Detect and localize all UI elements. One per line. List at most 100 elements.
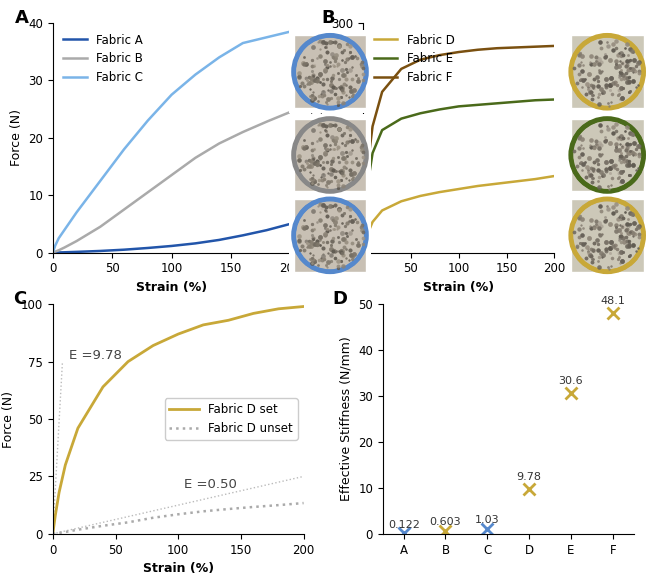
Bar bbox=[288, 30, 372, 36]
Fabric D unset bbox=[300, 499, 308, 506]
X-axis label: Strain (%): Strain (%) bbox=[423, 281, 494, 294]
Fabric E bbox=[455, 103, 463, 110]
Line: Fabric D set: Fabric D set bbox=[53, 307, 304, 534]
Fabric B bbox=[263, 118, 271, 125]
Fabric D set bbox=[174, 331, 182, 338]
Bar bbox=[288, 272, 372, 277]
Fabric A bbox=[96, 247, 104, 254]
Fabric E bbox=[531, 97, 539, 104]
Circle shape bbox=[294, 199, 366, 272]
Line: Fabric E: Fabric E bbox=[363, 99, 554, 253]
Fabric C bbox=[51, 242, 59, 249]
Fabric E bbox=[416, 110, 424, 117]
Fabric D bbox=[531, 176, 539, 183]
Fabric D unset bbox=[61, 529, 69, 536]
Fabric C bbox=[55, 235, 63, 242]
Fabric D unset bbox=[74, 526, 82, 533]
Fabric D unset bbox=[99, 522, 107, 529]
Fabric B bbox=[49, 249, 57, 256]
Circle shape bbox=[571, 119, 644, 191]
Y-axis label: Force (N): Force (N) bbox=[10, 109, 22, 166]
Legend: Fabric D, Fabric E, Fabric F: Fabric D, Fabric E, Fabric F bbox=[369, 29, 459, 89]
Y-axis label: Force (N): Force (N) bbox=[2, 390, 15, 448]
Fabric F bbox=[364, 161, 372, 168]
Fabric E bbox=[397, 115, 405, 122]
Fabric E bbox=[436, 106, 444, 113]
Fabric F bbox=[455, 49, 463, 56]
Fabric D bbox=[361, 240, 369, 247]
Fabric A bbox=[191, 240, 199, 247]
Fabric D set bbox=[61, 461, 69, 468]
Fabric F bbox=[512, 44, 520, 51]
Fabric D set bbox=[55, 489, 63, 496]
Fabric D unset bbox=[124, 519, 132, 526]
Bar bbox=[566, 108, 649, 113]
Text: 1.03: 1.03 bbox=[475, 515, 500, 525]
Fabric D unset bbox=[49, 530, 57, 537]
Fabric E bbox=[378, 127, 386, 134]
Text: 0.603: 0.603 bbox=[430, 517, 461, 528]
Bar bbox=[566, 114, 571, 196]
Fabric D bbox=[397, 198, 405, 205]
Fabric F bbox=[493, 45, 501, 52]
X-axis label: Strain (%): Strain (%) bbox=[136, 281, 207, 294]
Fabric D bbox=[493, 180, 501, 187]
Fabric C bbox=[191, 71, 199, 78]
Fabric E bbox=[512, 98, 520, 105]
Fabric D bbox=[364, 230, 372, 237]
Fabric D unset bbox=[199, 508, 207, 515]
Fabric A bbox=[61, 249, 69, 255]
Fabric A bbox=[239, 232, 247, 239]
Fabric F bbox=[378, 88, 386, 95]
Fabric A bbox=[286, 220, 294, 227]
Fabric F bbox=[531, 43, 539, 50]
Fabric C bbox=[286, 28, 294, 35]
Line: Fabric D: Fabric D bbox=[363, 176, 554, 253]
Line: Fabric F: Fabric F bbox=[363, 46, 554, 253]
Fabric B bbox=[55, 247, 63, 254]
Bar bbox=[566, 194, 649, 199]
Text: 48.1: 48.1 bbox=[600, 296, 625, 306]
Fabric F bbox=[436, 52, 444, 59]
Fabric D unset bbox=[249, 503, 257, 510]
Fabric D set bbox=[124, 358, 132, 365]
Fabric E bbox=[493, 100, 501, 107]
Fabric D set bbox=[199, 321, 207, 328]
Fabric C bbox=[215, 54, 223, 61]
Legend: Fabric D set, Fabric D unset: Fabric D set, Fabric D unset bbox=[164, 398, 298, 440]
Bar bbox=[644, 30, 649, 113]
Fabric D set bbox=[99, 383, 107, 390]
Fabric C bbox=[61, 226, 69, 233]
X-axis label: Strain (%): Strain (%) bbox=[143, 562, 214, 574]
Fabric B bbox=[61, 244, 69, 251]
Fabric D unset bbox=[174, 511, 182, 518]
Fabric D set bbox=[275, 305, 282, 312]
Fabric D bbox=[369, 219, 377, 226]
Text: E =0.50: E =0.50 bbox=[184, 478, 238, 491]
Y-axis label: Effective Stiffness (N/mm): Effective Stiffness (N/mm) bbox=[340, 336, 352, 502]
Fabric A bbox=[120, 246, 128, 253]
Fabric C bbox=[49, 249, 57, 256]
Fabric F bbox=[397, 65, 405, 72]
Fabric D unset bbox=[149, 514, 157, 521]
Bar bbox=[288, 194, 372, 199]
Circle shape bbox=[571, 199, 644, 272]
Bar bbox=[366, 194, 372, 277]
Fabric B bbox=[191, 154, 199, 161]
Fabric E bbox=[550, 96, 558, 103]
Bar bbox=[566, 272, 649, 277]
Fabric A bbox=[144, 245, 152, 251]
Fabric A bbox=[49, 249, 57, 256]
Fabric D bbox=[378, 207, 386, 214]
Circle shape bbox=[294, 36, 366, 108]
Fabric B bbox=[286, 108, 294, 115]
Line: Fabric B: Fabric B bbox=[53, 112, 290, 253]
Fabric B bbox=[215, 140, 223, 147]
Fabric B bbox=[144, 189, 152, 196]
Bar bbox=[566, 30, 571, 113]
Bar bbox=[288, 30, 294, 113]
Fabric F bbox=[416, 56, 424, 63]
Fabric E bbox=[369, 150, 377, 157]
Text: D: D bbox=[333, 290, 348, 308]
Bar bbox=[288, 191, 372, 196]
